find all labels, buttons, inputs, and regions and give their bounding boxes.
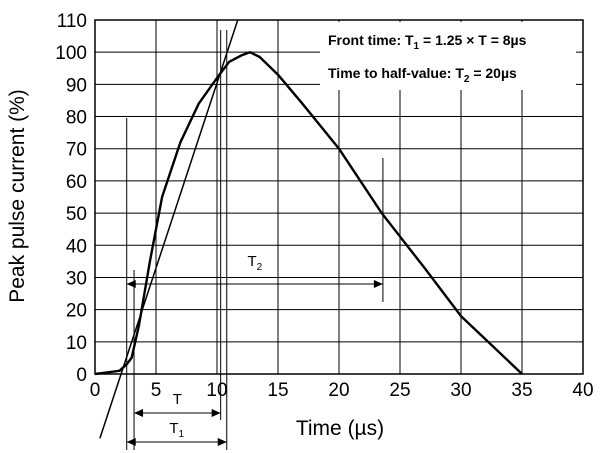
- curves: [94, 19, 523, 439]
- x-tick-label-5: 5: [151, 380, 162, 401]
- marker-T-label: T: [173, 391, 182, 408]
- front-tangent-line: [99, 19, 239, 439]
- front-time-note: Front time: T1 = 1.25 × T = 8µs: [328, 32, 527, 52]
- x-tick-label-30: 30: [450, 380, 471, 401]
- x-tick-label-10: 10: [206, 380, 227, 401]
- annotation-background: [320, 22, 576, 90]
- y-tick-label-70: 70: [66, 140, 87, 161]
- y-tick-label-50: 50: [66, 204, 87, 225]
- marker-T2-arrow-left: [126, 280, 136, 288]
- x-tick-label-20: 20: [328, 380, 349, 401]
- half-value-note: Time to half-value: T2 = 20µs: [328, 65, 517, 85]
- plot-frame: [94, 19, 584, 375]
- marker-T2-arrow-right: [373, 280, 383, 288]
- y-tick-label-20: 20: [66, 301, 87, 322]
- y-tick-label-90: 90: [66, 75, 87, 96]
- x-axis-title: Time (µs): [296, 417, 384, 440]
- marker-T-arrow-left: [134, 409, 144, 417]
- x-tick-label-0: 0: [90, 380, 101, 401]
- y-axis-title: Peak pulse current (%): [6, 89, 29, 303]
- tick-labels: 0 5 10 15 20 25 30 35 40 0 10 20 30 40 50 60 70 80 90 100 11…: [55, 11, 593, 401]
- x-tick-label-40: 40: [572, 380, 593, 401]
- x-tick-label-15: 15: [267, 380, 288, 401]
- x-tick-label-35: 35: [511, 380, 532, 401]
- y-tick-label-60: 60: [66, 172, 87, 193]
- y-tick-label-0: 0: [76, 365, 87, 386]
- marker-T1-arrow-left: [126, 438, 136, 446]
- y-tick-label-10: 10: [66, 333, 87, 354]
- marker-T2-label: T2: [247, 253, 262, 273]
- y-tick-label-100: 100: [55, 43, 87, 64]
- y-tick-label-40: 40: [66, 236, 87, 257]
- series-line-1: [94, 51, 523, 376]
- x-tick-label-25: 25: [389, 380, 410, 401]
- y-tick-label-110: 110: [57, 11, 87, 32]
- marker-T-arrow-right: [211, 409, 221, 417]
- y-tick-label-30: 30: [66, 268, 87, 289]
- marker-T1-label: T1: [169, 420, 184, 440]
- time-markers: T2 T T1: [126, 253, 383, 446]
- marker-T1-arrow-right: [217, 438, 227, 446]
- y-tick-label-80: 80: [66, 108, 87, 129]
